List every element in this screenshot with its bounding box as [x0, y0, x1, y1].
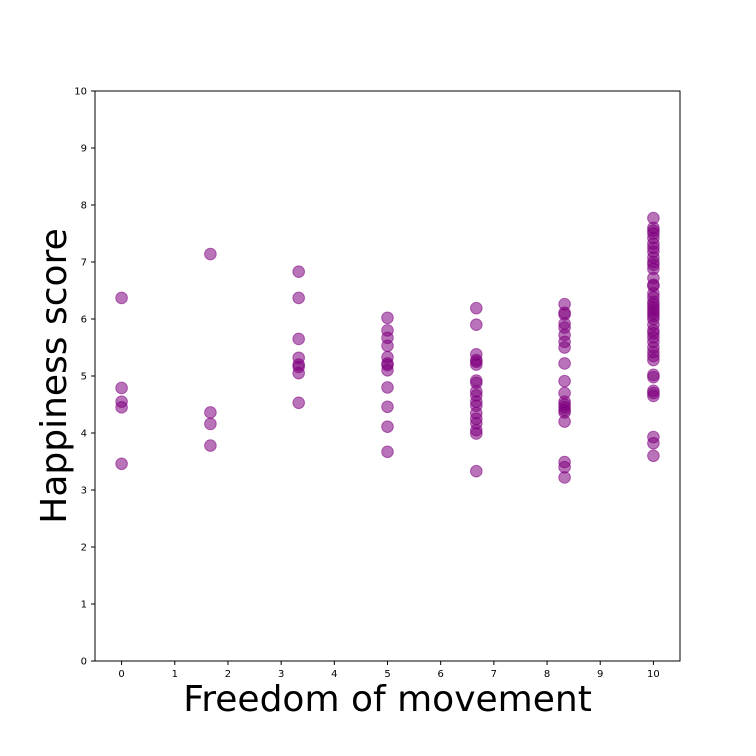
data-point: [647, 370, 660, 384]
x-tick-label: 5: [384, 669, 390, 680]
data-point: [381, 364, 394, 377]
data-point: [558, 374, 571, 388]
plot-frame: [94, 90, 681, 662]
data-point: [470, 464, 483, 478]
x-tick-label: 9: [597, 669, 603, 680]
data-point: [115, 291, 128, 305]
data-point: [204, 417, 217, 431]
x-axis-label: Freedom of movement: [183, 679, 592, 720]
x-tick-label: 7: [491, 669, 497, 680]
y-tick-label: 2: [81, 543, 87, 554]
x-axis-ticks: 0 1 2 3 4 5 6 7 8 9 10: [118, 661, 660, 680]
data-point: [470, 301, 483, 315]
data-point: [292, 332, 305, 346]
y-tick-label: 1: [81, 600, 87, 611]
data-point: [558, 341, 571, 354]
data-point: [381, 311, 394, 325]
data-point: [647, 449, 660, 463]
data-point: [381, 400, 394, 414]
data-point: [470, 358, 483, 371]
y-axis-label: Happiness score: [34, 228, 75, 524]
data-point: [292, 366, 305, 380]
data-point: [647, 389, 660, 403]
data-point: [381, 339, 394, 353]
y-tick-label: 8: [81, 201, 87, 212]
y-tick-label: 7: [81, 258, 87, 269]
data-points: [115, 211, 660, 484]
data-point: [381, 381, 394, 394]
data-point: [558, 415, 571, 428]
y-tick-label: 9: [81, 144, 87, 155]
x-tick-label: 2: [225, 669, 231, 680]
y-tick-label: 0: [81, 657, 87, 668]
y-tick-label: 3: [81, 486, 87, 497]
data-point: [381, 445, 394, 459]
x-tick-label: 8: [544, 669, 550, 680]
data-point: [115, 457, 128, 471]
x-tick-label: 0: [118, 669, 124, 680]
x-tick-label: 1: [172, 669, 178, 680]
x-tick-label: 6: [437, 669, 443, 680]
data-point: [204, 439, 217, 452]
data-point: [204, 406, 217, 419]
data-point: [115, 381, 128, 395]
data-point: [204, 247, 217, 261]
x-tick-label: 3: [278, 669, 284, 680]
data-point: [292, 396, 305, 410]
y-tick-label: 6: [81, 315, 87, 326]
data-point: [558, 471, 571, 484]
data-point: [647, 436, 660, 450]
data-point: [470, 318, 483, 332]
data-point: [470, 427, 483, 440]
data-point: [647, 353, 660, 367]
x-tick-label: 10: [647, 669, 660, 680]
y-tick-label: 5: [81, 372, 87, 383]
data-point: [558, 357, 571, 370]
y-tick-label: 10: [74, 87, 87, 98]
data-point: [381, 420, 394, 434]
data-point: [292, 291, 305, 305]
data-point: [115, 401, 128, 414]
data-point: [292, 265, 305, 278]
y-tick-label: 4: [81, 429, 87, 440]
y-axis-ticks: 0 1 2 3 4 5 6 7 8 9 10: [74, 87, 95, 668]
x-tick-label: 4: [331, 669, 337, 680]
